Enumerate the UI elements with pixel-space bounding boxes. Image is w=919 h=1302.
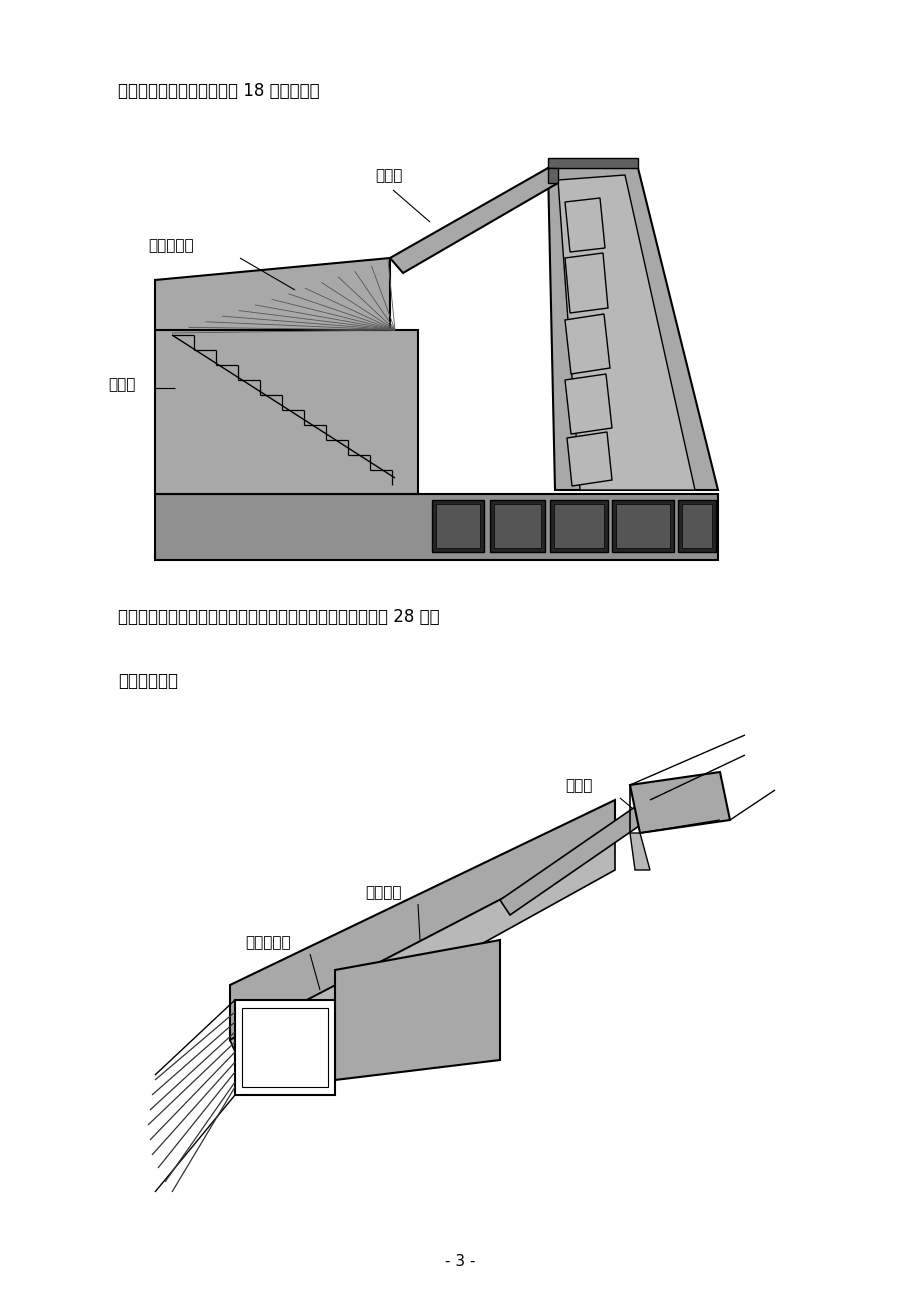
Polygon shape bbox=[611, 500, 674, 552]
Text: 大体积砼: 大体积砼 bbox=[365, 885, 401, 900]
Polygon shape bbox=[234, 1000, 335, 1095]
Polygon shape bbox=[242, 1008, 328, 1087]
Polygon shape bbox=[154, 493, 717, 560]
Polygon shape bbox=[335, 940, 499, 1079]
Polygon shape bbox=[616, 504, 669, 548]
Polygon shape bbox=[564, 198, 605, 253]
Polygon shape bbox=[230, 799, 614, 1040]
Polygon shape bbox=[558, 174, 694, 490]
Text: 后锚室: 后锚室 bbox=[108, 378, 135, 392]
Polygon shape bbox=[432, 500, 483, 552]
Polygon shape bbox=[490, 500, 544, 552]
Polygon shape bbox=[564, 253, 607, 312]
Polygon shape bbox=[548, 168, 717, 490]
Polygon shape bbox=[630, 772, 729, 833]
Text: 预应力管道: 预应力管道 bbox=[244, 935, 290, 950]
Polygon shape bbox=[230, 840, 614, 1075]
Text: 南锚碇如图：: 南锚碇如图： bbox=[118, 672, 177, 690]
Text: 首锚室: 首锚室 bbox=[564, 779, 592, 793]
Text: 前锚室: 前锚室 bbox=[375, 168, 402, 184]
Polygon shape bbox=[154, 258, 390, 329]
Polygon shape bbox=[553, 504, 604, 548]
Polygon shape bbox=[499, 799, 654, 915]
Polygon shape bbox=[494, 504, 540, 548]
Polygon shape bbox=[630, 833, 650, 870]
Polygon shape bbox=[564, 374, 611, 434]
Polygon shape bbox=[550, 500, 607, 552]
Polygon shape bbox=[677, 500, 715, 552]
Polygon shape bbox=[436, 504, 480, 548]
Polygon shape bbox=[154, 329, 417, 493]
Polygon shape bbox=[564, 314, 609, 374]
Text: 而南锚锚体受场地限制，设置成隧道锚形式。预应力孔道长约 28 米。: 而南锚锚体受场地限制，设置成隧道锚形式。预应力孔道长约 28 米。 bbox=[118, 608, 439, 626]
Polygon shape bbox=[548, 158, 637, 168]
Text: - 3 -: - 3 - bbox=[444, 1255, 475, 1269]
Text: 预应力管道: 预应力管道 bbox=[148, 238, 193, 253]
Polygon shape bbox=[681, 504, 711, 548]
Polygon shape bbox=[548, 168, 558, 184]
Text: 室四部分。预应力孔道长约 18 米，如图：: 室四部分。预应力孔道长约 18 米，如图： bbox=[118, 82, 319, 100]
Polygon shape bbox=[566, 432, 611, 486]
Polygon shape bbox=[390, 168, 558, 273]
